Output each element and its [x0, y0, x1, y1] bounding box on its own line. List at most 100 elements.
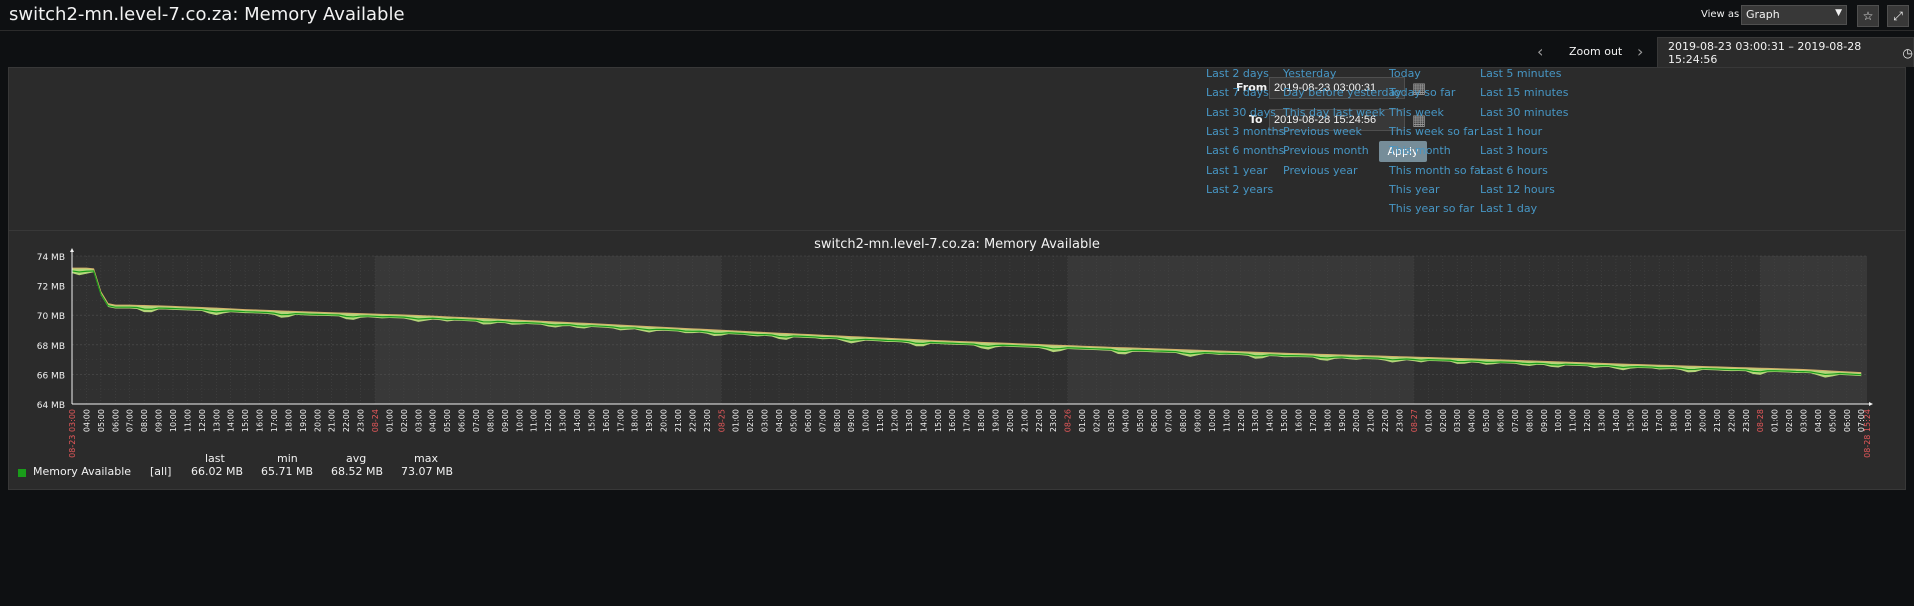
- quick-range-link[interactable]: This week so far: [1389, 124, 1479, 138]
- x-hour-label: 11:00: [1569, 409, 1578, 432]
- quick-range-link[interactable]: Previous week: [1283, 124, 1362, 138]
- graph-panel: switch2-mn.level-7.co.za: Memory Availab…: [8, 230, 1906, 490]
- x-hour-label: 18:00: [977, 409, 986, 432]
- x-hour-label: 07:00: [1165, 409, 1174, 432]
- x-hour-label: 10:00: [515, 409, 524, 432]
- chevron-left-icon: ‹: [1537, 41, 1544, 61]
- time-range-tab[interactable]: 2019-08-23 03:00:31 – 2019-08-28 15:24:5…: [1657, 37, 1914, 67]
- quick-range-link[interactable]: This year so far: [1389, 202, 1475, 216]
- quick-range-link[interactable]: This year: [1389, 182, 1440, 196]
- x-hour-label: 21:00: [1713, 409, 1722, 432]
- zoom-out-button[interactable]: Zoom out: [1569, 44, 1623, 58]
- quick-range-link[interactable]: Last 2 years: [1206, 182, 1274, 196]
- quick-range-link[interactable]: Last 12 hours: [1480, 182, 1555, 196]
- quick-range-link[interactable]: Previous month: [1283, 144, 1369, 158]
- quick-range-link[interactable]: Last 5 minutes: [1480, 67, 1562, 80]
- from-date-input[interactable]: [1269, 77, 1405, 99]
- fullscreen-button[interactable]: ⤢: [1887, 5, 1909, 27]
- x-hour-label: 12:00: [1237, 409, 1246, 432]
- quick-range-link[interactable]: Last 30 minutes: [1480, 105, 1569, 119]
- y-tick-label: 64 MB: [37, 401, 65, 411]
- x-day-label: 08-27: [1410, 409, 1419, 432]
- quick-range-link[interactable]: Last 6 months: [1206, 144, 1285, 158]
- legend-series-name: Memory Available: [33, 465, 132, 478]
- x-hour-label: 22:00: [342, 409, 351, 432]
- from-label: From: [1236, 81, 1268, 94]
- x-hour-label: 17:00: [1309, 409, 1318, 432]
- to-calendar-button[interactable]: ▦: [1410, 111, 1428, 129]
- quick-range-link[interactable]: This week: [1389, 105, 1444, 119]
- x-hour-label: 09:00: [501, 409, 510, 432]
- quick-range-link[interactable]: This day last week: [1283, 105, 1385, 119]
- x-hour-label: 16:00: [1294, 409, 1303, 432]
- quick-range-link[interactable]: Previous year: [1283, 163, 1358, 177]
- x-day-label: 08-28 15:24: [1863, 409, 1872, 458]
- x-hour-label: 03:00: [1453, 409, 1462, 432]
- graph-title: switch2-mn.level-7.co.za: Memory Availab…: [814, 237, 1100, 252]
- x-hour-label: 01:00: [385, 409, 394, 432]
- x-hour-label: 21:00: [1020, 409, 1029, 432]
- quick-range-link[interactable]: Last 3 hours: [1480, 144, 1548, 158]
- x-hour-label: 06:00: [1496, 409, 1505, 432]
- x-hour-label: 01:00: [1078, 409, 1087, 432]
- x-hour-label: 03:00: [761, 409, 770, 432]
- calendar-icon: ▦: [1411, 111, 1427, 129]
- x-hour-label: 18:00: [631, 409, 640, 432]
- quick-range-link[interactable]: Last 1 hour: [1480, 124, 1543, 138]
- x-hour-label: 19:00: [991, 409, 1000, 432]
- legend-avg-label: avg: [346, 452, 367, 465]
- legend-last-value: 66.02 MB: [191, 465, 244, 478]
- clock-icon: ◷: [1902, 45, 1913, 60]
- x-hour-label: 15:00: [934, 409, 943, 432]
- plot-band: [72, 256, 376, 404]
- quick-range-link[interactable]: This month: [1389, 144, 1451, 158]
- x-hour-label: 23:00: [357, 409, 366, 432]
- quick-range-link[interactable]: This month so far: [1389, 163, 1486, 177]
- x-axis-arrow: [1869, 402, 1873, 406]
- x-hour-label: 17:00: [270, 409, 279, 432]
- previous-period-button[interactable]: ‹: [1537, 37, 1543, 65]
- calendar-icon: ▦: [1411, 79, 1427, 97]
- quick-range-link[interactable]: Today so far: [1389, 86, 1456, 100]
- legend-color-swatch: [18, 469, 26, 477]
- x-hour-label: 08:00: [486, 409, 495, 432]
- quick-range-link[interactable]: Last 2 days: [1206, 67, 1269, 80]
- from-calendar-button[interactable]: ▦: [1410, 79, 1428, 97]
- x-hour-label: 05:00: [1136, 409, 1145, 432]
- x-hour-label: 11:00: [1222, 409, 1231, 432]
- to-label: To: [1249, 113, 1263, 126]
- x-hour-label: 13:00: [1598, 409, 1607, 432]
- x-hour-label: 03:00: [1107, 409, 1116, 432]
- x-hour-label: 04:00: [1814, 409, 1823, 432]
- quick-range-link[interactable]: Last 3 months: [1206, 124, 1285, 138]
- x-hour-label: 14:00: [1612, 409, 1621, 432]
- x-hour-label: 22:00: [1727, 409, 1736, 432]
- quick-range-link[interactable]: Last 7 days: [1206, 86, 1269, 100]
- x-hour-label: 17:00: [963, 409, 972, 432]
- memory-graph[interactable]: switch2-mn.level-7.co.za: Memory Availab…: [9, 231, 1905, 461]
- x-hour-label: 11:00: [183, 409, 192, 432]
- favourite-button[interactable]: ☆: [1857, 5, 1879, 27]
- view-as-select[interactable]: Graph ▼: [1741, 5, 1847, 25]
- quick-range-link[interactable]: Last 30 days: [1206, 105, 1276, 119]
- x-hour-label: 02:00: [1439, 409, 1448, 432]
- x-hour-label: 03:00: [414, 409, 423, 432]
- quick-range-link[interactable]: Yesterday: [1283, 67, 1337, 80]
- next-period-button[interactable]: ›: [1637, 37, 1643, 65]
- x-hour-label: 21:00: [674, 409, 683, 432]
- y-tick-label: 70 MB: [37, 312, 65, 322]
- x-hour-label: 12:00: [544, 409, 553, 432]
- quick-range-link[interactable]: Today: [1389, 67, 1421, 80]
- page-title: switch2-mn.level-7.co.za: Memory Availab…: [9, 4, 405, 25]
- quick-range-link[interactable]: Last 6 hours: [1480, 163, 1548, 177]
- x-hour-label: 16:00: [602, 409, 611, 432]
- quick-range-link[interactable]: Last 1 day: [1480, 202, 1538, 216]
- x-hour-label: 22:00: [1381, 409, 1390, 432]
- quick-range-link[interactable]: Last 15 minutes: [1480, 86, 1569, 100]
- to-date-input[interactable]: [1269, 109, 1405, 131]
- x-hour-label: 03:00: [1800, 409, 1809, 432]
- quick-range-link[interactable]: Last 1 year: [1206, 163, 1268, 177]
- quick-range-link[interactable]: Day before yesterday: [1283, 86, 1402, 100]
- apply-button[interactable]: Apply: [1379, 141, 1427, 162]
- x-hour-label: 18:00: [1670, 409, 1679, 432]
